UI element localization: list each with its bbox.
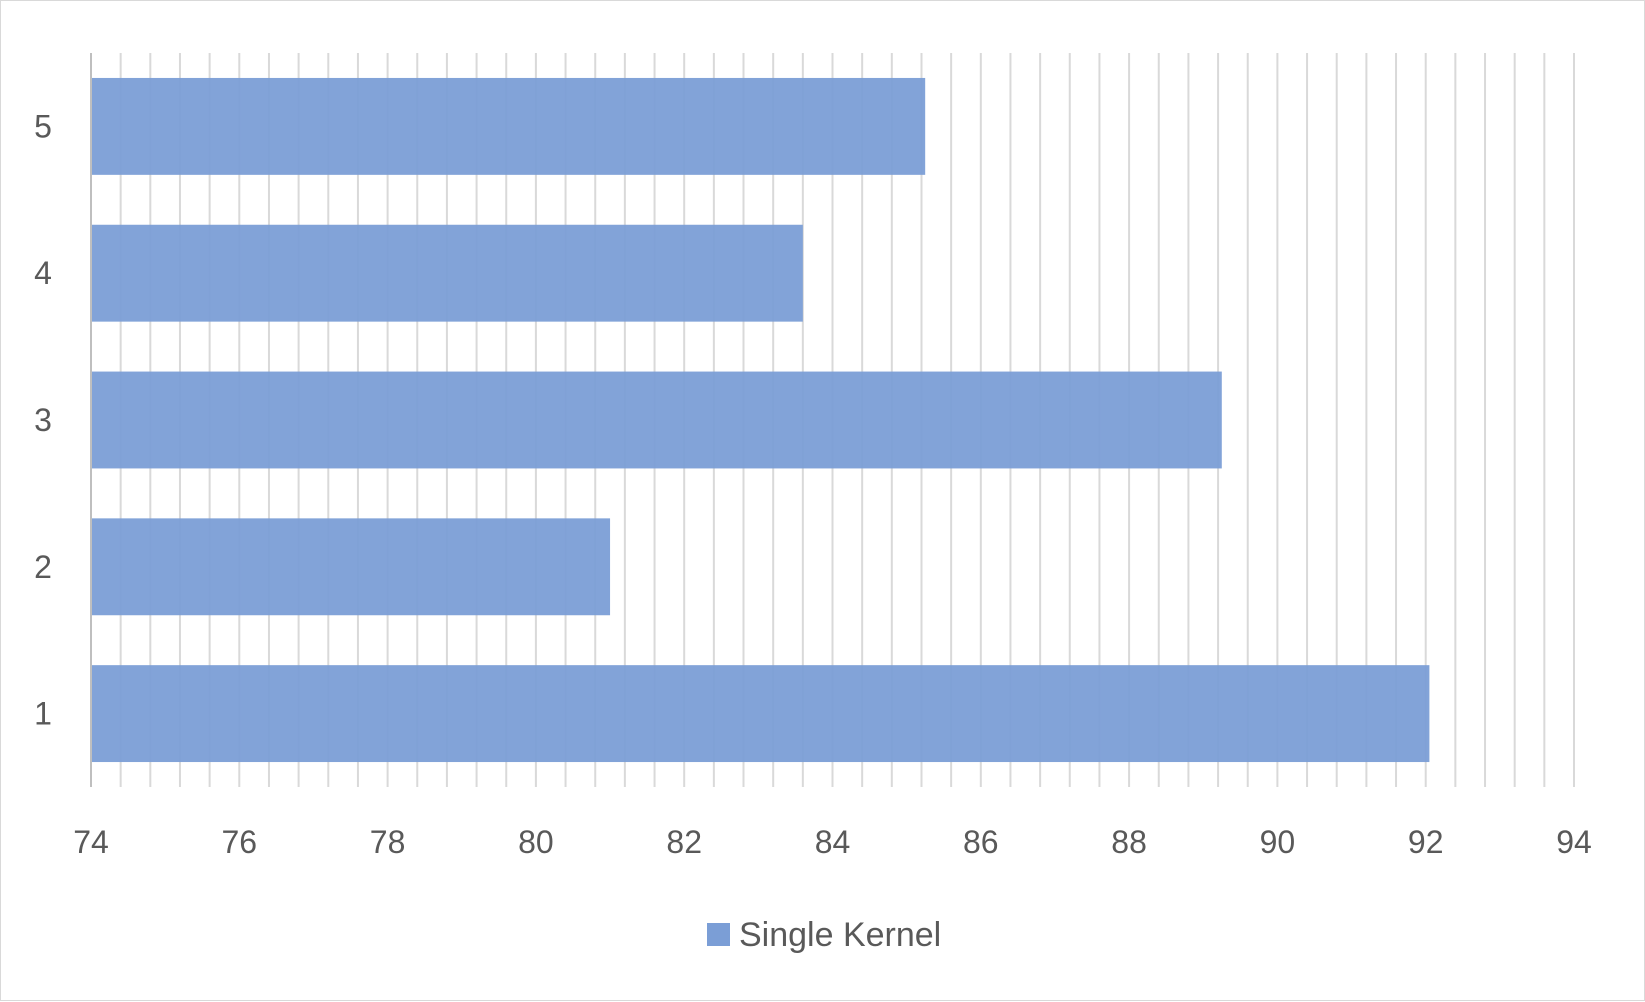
x-tick-label-76: 76 [222,824,258,860]
x-tick-label-94: 94 [1556,824,1592,860]
x-tick-label-84: 84 [815,824,851,860]
legend: Single Kernel [707,916,941,954]
y-tick-label-3: 3 [34,402,52,438]
x-tick-label-78: 78 [370,824,406,860]
x-tick-label-90: 90 [1260,824,1296,860]
y-tick-label-2: 2 [34,549,52,585]
x-tick-label-74: 74 [73,824,109,860]
bar-4 [91,224,803,322]
x-tick-label-92: 92 [1408,824,1444,860]
x-tick-label-80: 80 [518,824,554,860]
bar-2 [91,518,611,616]
bar-5 [91,77,926,175]
bar-1 [91,665,1430,763]
y-tick-label-4: 4 [34,255,52,291]
bars [91,77,1430,763]
x-tick-label-86: 86 [963,824,999,860]
y-tick-label-5: 5 [34,108,52,144]
legend-label-single-kernel: Single Kernel [739,916,941,954]
y-tick-label-1: 1 [34,696,52,732]
x-tick-label-82: 82 [666,824,702,860]
x-tick-labels: 74 76 78 80 82 84 86 88 90 92 94 [73,824,1592,860]
legend-swatch-single-kernel [707,923,730,946]
y-tick-labels: 1 2 3 4 5 [34,108,52,731]
bar-3 [91,371,1222,469]
x-tick-label-88: 88 [1111,824,1147,860]
